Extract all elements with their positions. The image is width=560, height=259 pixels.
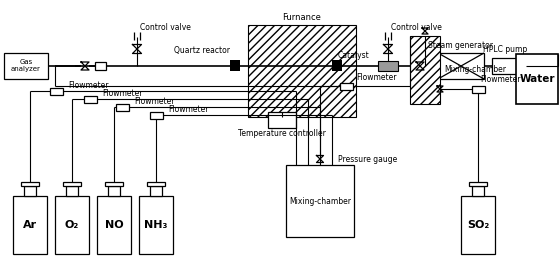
- Bar: [66, 186, 78, 196]
- Bar: [139, 196, 173, 254]
- Text: Flowmeter: Flowmeter: [480, 75, 520, 83]
- Text: NH₃: NH₃: [144, 220, 167, 230]
- Text: Flowmeter: Flowmeter: [102, 89, 142, 97]
- Bar: [268, 112, 296, 128]
- Text: Temperature controller: Temperature controller: [238, 130, 326, 139]
- Text: Flowmeter: Flowmeter: [68, 81, 109, 90]
- Bar: [230, 60, 240, 71]
- Bar: [150, 186, 162, 196]
- Text: Catalyst: Catalyst: [338, 52, 370, 61]
- Bar: [332, 60, 342, 71]
- Bar: [286, 165, 354, 237]
- Text: Gas
analyzer: Gas analyzer: [11, 60, 41, 73]
- Bar: [469, 182, 487, 186]
- Text: NO: NO: [105, 220, 123, 230]
- Bar: [147, 182, 165, 186]
- Bar: [63, 182, 81, 186]
- Bar: [105, 182, 123, 186]
- Bar: [472, 186, 484, 196]
- Text: Control valve: Control valve: [391, 24, 442, 32]
- Bar: [492, 58, 518, 74]
- Text: Control valve: Control valve: [140, 24, 191, 32]
- Text: Flowmeter: Flowmeter: [168, 104, 208, 113]
- Text: Quartz reactor: Quartz reactor: [174, 47, 230, 55]
- Bar: [248, 25, 356, 117]
- Text: Mixing-chamber: Mixing-chamber: [289, 197, 351, 205]
- Text: Steam generator: Steam generator: [428, 40, 493, 49]
- Text: Mixing-chamber: Mixing-chamber: [444, 66, 506, 75]
- Bar: [378, 61, 398, 71]
- Text: Flowmeter: Flowmeter: [356, 74, 396, 83]
- Text: Ar: Ar: [23, 220, 37, 230]
- Bar: [24, 186, 36, 196]
- Text: HPLC pump: HPLC pump: [483, 46, 527, 54]
- Text: O₂: O₂: [65, 220, 79, 230]
- Bar: [438, 53, 484, 79]
- Bar: [461, 196, 495, 254]
- Bar: [410, 36, 440, 104]
- Text: Pressure gauge: Pressure gauge: [338, 155, 397, 164]
- Bar: [95, 62, 106, 70]
- Bar: [49, 88, 63, 95]
- Text: SO₂: SO₂: [467, 220, 489, 230]
- Bar: [4, 53, 48, 79]
- Text: Furnance: Furnance: [283, 12, 321, 21]
- Bar: [55, 196, 89, 254]
- Bar: [108, 186, 120, 196]
- Bar: [13, 196, 47, 254]
- Bar: [83, 96, 96, 103]
- Bar: [21, 182, 39, 186]
- Bar: [97, 196, 131, 254]
- Bar: [150, 112, 162, 119]
- Bar: [339, 83, 352, 90]
- Bar: [115, 104, 128, 111]
- Text: Flowmeter: Flowmeter: [134, 97, 175, 105]
- Bar: [516, 54, 558, 104]
- Bar: [472, 85, 484, 92]
- Text: Water: Water: [519, 74, 555, 84]
